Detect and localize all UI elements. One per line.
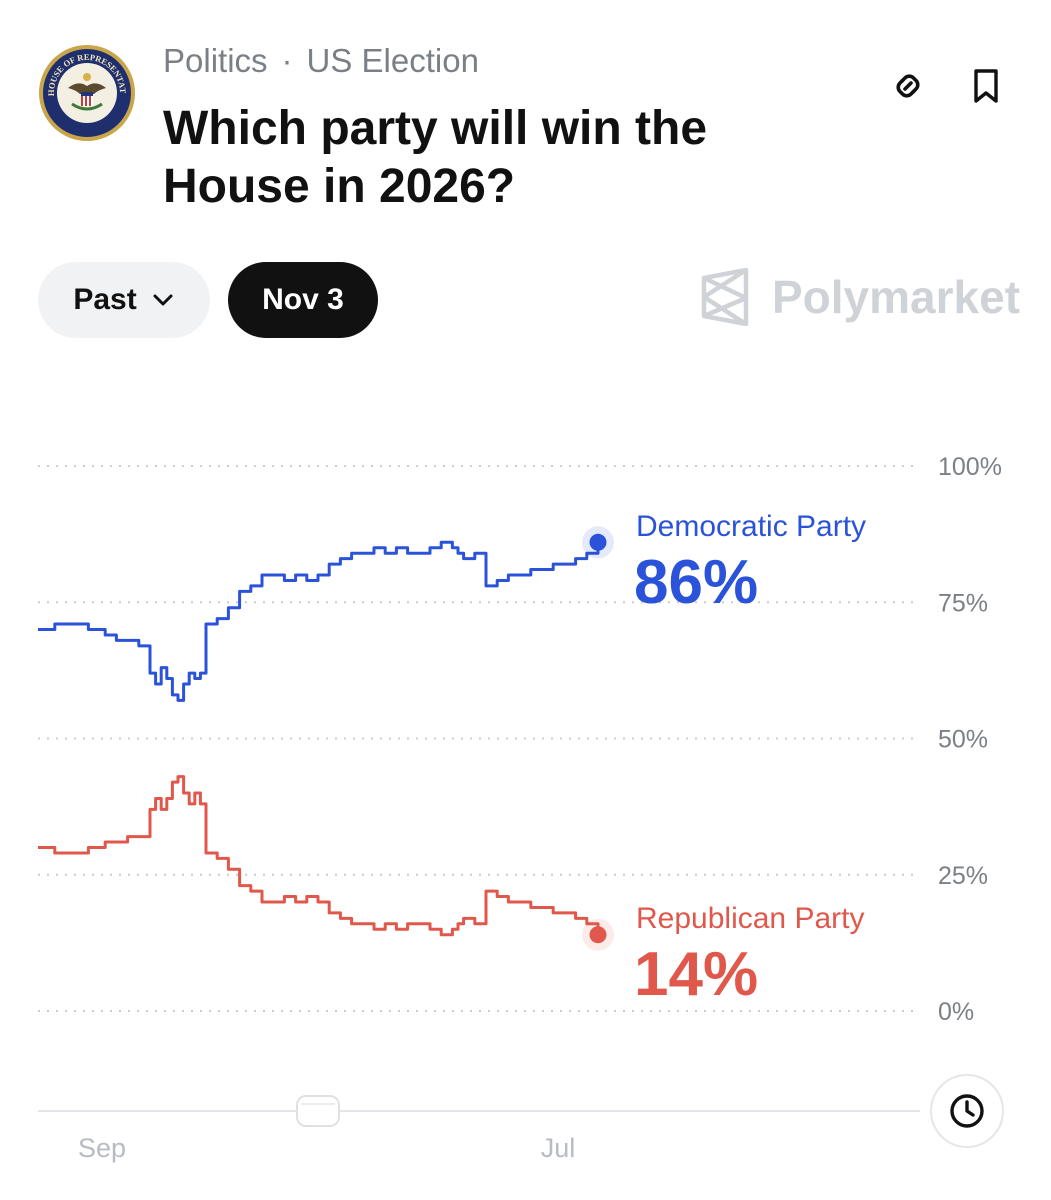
range-dropdown[interactable]: Past — [38, 262, 210, 338]
y-tick-label: 0% — [938, 998, 974, 1026]
market-title: Which party will win the House in 2026? — [163, 102, 708, 213]
history-button[interactable] — [930, 1074, 1004, 1148]
bookmark-icon — [974, 69, 998, 103]
y-tick-label: 75% — [938, 589, 988, 617]
series-end-halo — [582, 526, 614, 559]
series-line-republican — [38, 775, 600, 937]
link-icon — [896, 74, 920, 98]
series-label-democratic: Democratic Party — [636, 510, 866, 543]
house-seal-logo: U.S. HOUSE OF REPRESENTATIVES — [35, 36, 136, 142]
bookmark-button[interactable] — [958, 58, 1014, 114]
series-line-democratic — [38, 540, 600, 702]
y-tick-label: 100% — [938, 453, 1002, 481]
breadcrumb-separator: · — [281, 42, 293, 79]
breadcrumb-subcategory[interactable]: US Election — [306, 42, 479, 79]
x-axis-label-sep: Sep — [78, 1133, 126, 1163]
y-tick-label: 50% — [938, 726, 988, 754]
date-pill[interactable]: Nov 3 — [228, 262, 378, 338]
timeline-scrubber-handle[interactable] — [296, 1095, 340, 1127]
series-value-republican: 14% — [634, 940, 758, 1009]
chevron-down-icon — [151, 288, 175, 312]
series-value-democratic: 86% — [634, 548, 758, 617]
series-end-halo — [582, 918, 614, 951]
clock-icon — [950, 1094, 984, 1128]
date-pill-label: Nov 3 — [262, 283, 344, 316]
series-label-republican: Republican Party — [636, 902, 864, 935]
series-end-dot-republican — [589, 926, 607, 944]
brand-name: Polymarket — [772, 271, 1021, 323]
x-axis-label-jul: Jul — [541, 1133, 576, 1163]
breadcrumb: Politics · US Election — [163, 42, 479, 80]
range-dropdown-label: Past — [73, 283, 137, 316]
breadcrumb-category[interactable]: Politics — [163, 42, 268, 79]
polymarket-logo-icon — [701, 268, 749, 326]
series-end-dot-democratic — [589, 533, 607, 551]
polymarket-watermark: Polymarket — [700, 268, 1020, 326]
y-tick-label: 25% — [938, 862, 988, 890]
copy-link-button[interactable] — [880, 58, 936, 114]
